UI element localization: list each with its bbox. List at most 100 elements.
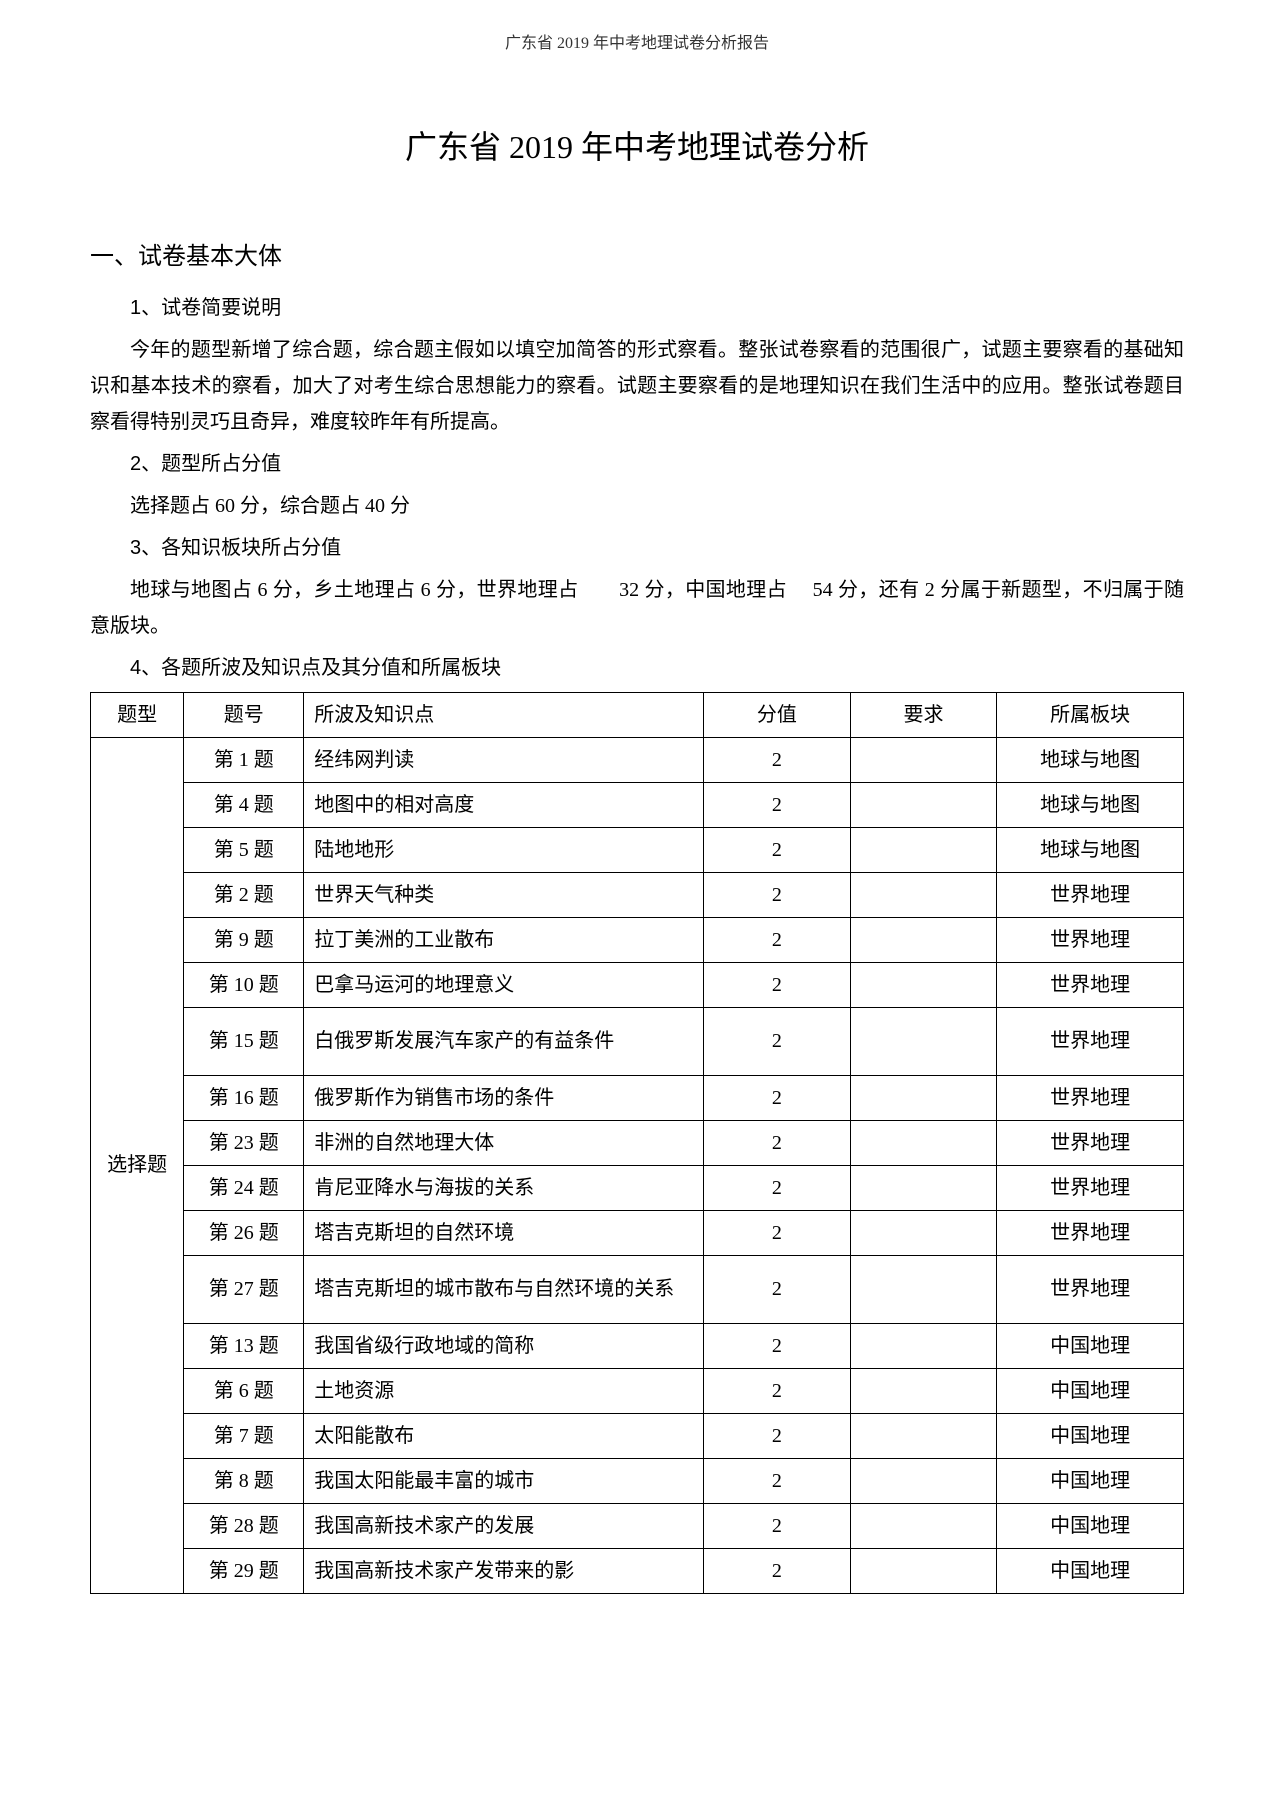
cell-score: 2 <box>704 962 851 1007</box>
cell-topic: 陆地地形 <box>304 827 704 872</box>
cell-module: 世界地理 <box>997 1120 1184 1165</box>
cell-num: 第 16 题 <box>184 1075 304 1120</box>
cell-req <box>850 1007 997 1075</box>
cell-req <box>850 962 997 1007</box>
section-1-heading: 一、试卷基本大体 <box>90 236 1184 279</box>
cell-req <box>850 1413 997 1458</box>
cell-topic: 地图中的相对高度 <box>304 782 704 827</box>
table-row: 第 28 题我国高新技术家产的发展2中国地理 <box>91 1503 1184 1548</box>
cell-num: 第 29 题 <box>184 1548 304 1593</box>
table-body: 选择题第 1 题经纬网判读2地球与地图第 4 题地图中的相对高度2地球与地图第 … <box>91 737 1184 1593</box>
cell-req <box>850 1075 997 1120</box>
table-row: 第 8 题我国太阳能最丰富的城市2中国地理 <box>91 1458 1184 1503</box>
cell-topic: 俄罗斯作为销售市场的条件 <box>304 1075 704 1120</box>
cell-module: 世界地理 <box>997 872 1184 917</box>
cell-req <box>850 1368 997 1413</box>
cell-module: 中国地理 <box>997 1548 1184 1593</box>
cell-topic: 拉丁美洲的工业散布 <box>304 917 704 962</box>
cell-req <box>850 782 997 827</box>
cell-module: 地球与地图 <box>997 782 1184 827</box>
cell-num: 第 24 题 <box>184 1165 304 1210</box>
cell-req <box>850 827 997 872</box>
th-score: 分值 <box>704 692 851 737</box>
cell-module: 中国地理 <box>997 1458 1184 1503</box>
cell-num: 第 7 题 <box>184 1413 304 1458</box>
cell-req <box>850 1458 997 1503</box>
table-row: 第 10 题巴拿马运河的地理意义2世界地理 <box>91 962 1184 1007</box>
cell-module: 中国地理 <box>997 1503 1184 1548</box>
cell-num: 第 2 题 <box>184 872 304 917</box>
cell-num: 第 4 题 <box>184 782 304 827</box>
cell-topic: 经纬网判读 <box>304 737 704 782</box>
cell-req <box>850 1255 997 1323</box>
cell-req <box>850 737 997 782</box>
paragraph-2: 选择题占 60 分，综合题占 40 分 <box>90 488 1184 524</box>
th-module: 所属板块 <box>997 692 1184 737</box>
cell-module: 中国地理 <box>997 1368 1184 1413</box>
cell-score: 2 <box>704 1548 851 1593</box>
cell-num: 第 26 题 <box>184 1210 304 1255</box>
cell-score: 2 <box>704 1323 851 1368</box>
cell-module: 世界地理 <box>997 1007 1184 1075</box>
table-row: 第 6 题土地资源2 中国地理 <box>91 1368 1184 1413</box>
cell-score: 2 <box>704 1255 851 1323</box>
subheading-2: 2、题型所占分值 <box>90 446 1184 482</box>
subheading-3: 3、各知识板块所占分值 <box>90 530 1184 566</box>
subheading-1: 1、试卷简要说明 <box>90 290 1184 326</box>
cell-req <box>850 1165 997 1210</box>
cell-topic: 非洲的自然地理大体 <box>304 1120 704 1165</box>
table-row: 第 5 题陆地地形2地球与地图 <box>91 827 1184 872</box>
cell-num: 第 6 题 <box>184 1368 304 1413</box>
cell-num: 第 23 题 <box>184 1120 304 1165</box>
cell-topic: 世界天气种类 <box>304 872 704 917</box>
table-row: 第 7 题太阳能散布2中国地理 <box>91 1413 1184 1458</box>
cell-module: 世界地理 <box>997 962 1184 1007</box>
cell-module: 地球与地图 <box>997 827 1184 872</box>
cell-module: 世界地理 <box>997 1165 1184 1210</box>
cell-topic: 我国高新技术家产发带来的影 <box>304 1548 704 1593</box>
table-row: 选择题第 1 题经纬网判读2地球与地图 <box>91 737 1184 782</box>
cell-num: 第 28 题 <box>184 1503 304 1548</box>
cell-score: 2 <box>704 1458 851 1503</box>
th-req: 要求 <box>850 692 997 737</box>
cell-num: 第 27 题 <box>184 1255 304 1323</box>
cell-score: 2 <box>704 917 851 962</box>
cell-num: 第 1 题 <box>184 737 304 782</box>
cell-score: 2 <box>704 1210 851 1255</box>
paragraph-3: 地球与地图占 6 分，乡土地理占 6 分，世界地理占 32 分，中国地理占 54… <box>90 572 1184 644</box>
cell-score: 2 <box>704 827 851 872</box>
cell-topic: 太阳能散布 <box>304 1413 704 1458</box>
cell-topic: 白俄罗斯发展汽车家产的有益条件 <box>304 1007 704 1075</box>
cell-num: 第 9 题 <box>184 917 304 962</box>
cell-module: 世界地理 <box>997 1075 1184 1120</box>
cell-module: 中国地理 <box>997 1323 1184 1368</box>
cell-topic: 塔吉克斯坦的城市散布与自然环境的关系 <box>304 1255 704 1323</box>
cell-score: 2 <box>704 1120 851 1165</box>
cell-num: 第 15 题 <box>184 1007 304 1075</box>
cell-topic: 我国省级行政地域的简称 <box>304 1323 704 1368</box>
cell-score: 2 <box>704 1368 851 1413</box>
cell-type: 选择题 <box>91 737 184 1593</box>
cell-req <box>850 1323 997 1368</box>
cell-score: 2 <box>704 1007 851 1075</box>
cell-module: 地球与地图 <box>997 737 1184 782</box>
table-header-row: 题型 题号 所波及知识点 分值 要求 所属板块 <box>91 692 1184 737</box>
cell-req <box>850 1548 997 1593</box>
table-row: 第 29 题我国高新技术家产发带来的影2 中国地理 <box>91 1548 1184 1593</box>
cell-num: 第 13 题 <box>184 1323 304 1368</box>
cell-score: 2 <box>704 1503 851 1548</box>
cell-topic: 我国太阳能最丰富的城市 <box>304 1458 704 1503</box>
table-row: 第 15 题白俄罗斯发展汽车家产的有益条件2 世界地理 <box>91 1007 1184 1075</box>
cell-score: 2 <box>704 737 851 782</box>
th-type: 题型 <box>91 692 184 737</box>
cell-req <box>850 1503 997 1548</box>
cell-topic: 土地资源 <box>304 1368 704 1413</box>
cell-score: 2 <box>704 1413 851 1458</box>
cell-req <box>850 1210 997 1255</box>
table-row: 第 13 题我国省级行政地域的简称2 中国地理 <box>91 1323 1184 1368</box>
cell-module: 世界地理 <box>997 917 1184 962</box>
table-row: 第 16 题俄罗斯作为销售市场的条件2世界地理 <box>91 1075 1184 1120</box>
cell-score: 2 <box>704 872 851 917</box>
subheading-4: 4、各题所波及知识点及其分值和所属板块 <box>90 650 1184 686</box>
cell-topic: 巴拿马运河的地理意义 <box>304 962 704 1007</box>
